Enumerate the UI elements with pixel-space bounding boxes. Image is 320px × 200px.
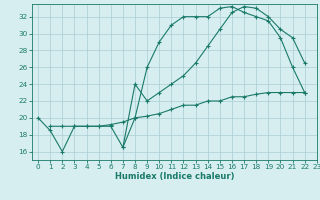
X-axis label: Humidex (Indice chaleur): Humidex (Indice chaleur) <box>115 172 234 181</box>
